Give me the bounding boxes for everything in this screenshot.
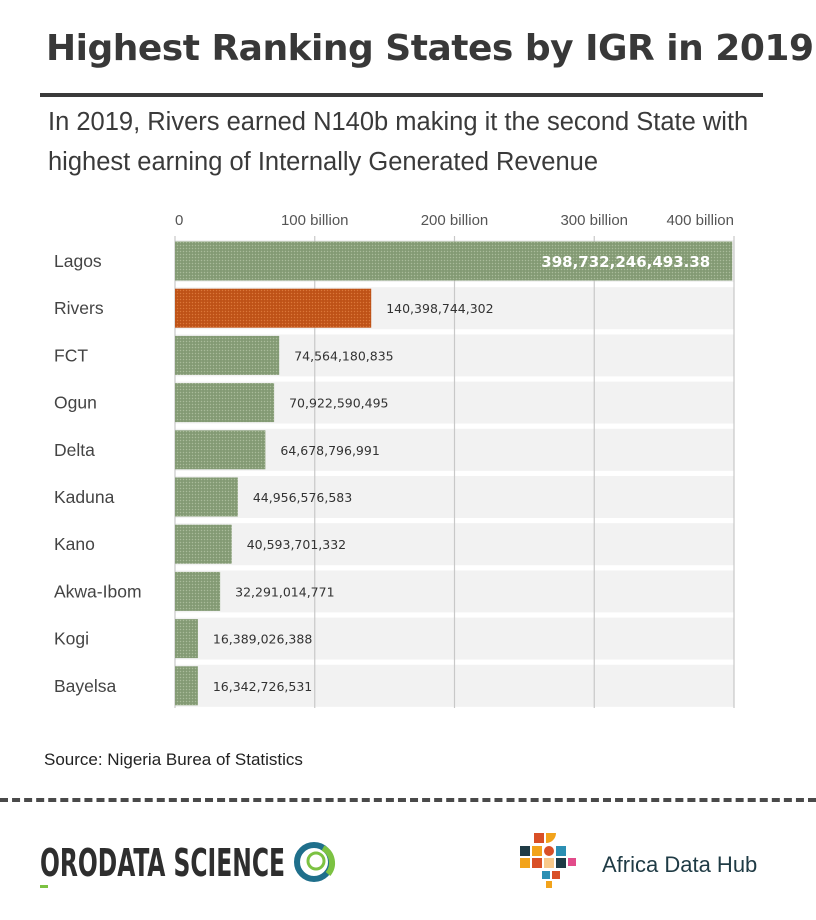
title-divider (40, 93, 763, 97)
x-axis-ticks: 0 100 billion 200 billion 300 billion 400 bi… (175, 212, 734, 229)
value-label: 16,342,726,531 (213, 679, 312, 694)
value-label: 40,593,701,332 (247, 537, 346, 552)
category-label: Kaduna (54, 487, 115, 507)
bars (175, 241, 733, 706)
category-label: Kogi (54, 629, 89, 649)
bar-fct (175, 335, 280, 375)
category-label: Ogun (54, 393, 97, 413)
page-subtitle: In 2019, Rivers earned N140b making it t… (48, 108, 749, 176)
footer-divider (0, 798, 816, 802)
value-label: 398,732,246,493.38 (541, 253, 710, 271)
bar-bayelsa (175, 666, 198, 706)
bar-delta (175, 430, 266, 470)
africa-data-hub-logo: Africa Data Hub (512, 830, 812, 890)
value-label: 32,291,014,771 (235, 584, 334, 599)
category-label: FCT (54, 345, 88, 365)
x-tick-label: 100 billion (281, 212, 349, 229)
category-labels: Lagos Rivers FCT Ogun Delta Kaduna Kano Akwa-Ib… (54, 251, 142, 696)
category-label: Delta (54, 440, 95, 460)
africa-data-hub-text: Africa Data Hub (602, 852, 758, 877)
orodata-logo-text: ORODATA SCIENCE (40, 841, 285, 885)
category-label: Akwa-Ibom (54, 581, 142, 601)
x-tick-label: 0 (175, 212, 183, 229)
value-label: 16,389,026,388 (213, 632, 312, 647)
category-label: Bayelsa (54, 676, 117, 696)
x-tick-label: 200 billion (421, 212, 489, 229)
value-labels: 398,732,246,493.38 140,398,744,302 74,564,… (213, 253, 710, 694)
category-label: Kano (54, 534, 95, 554)
x-tick-label: 400 billion (666, 212, 734, 229)
bar-akwa-ibom (175, 571, 221, 611)
value-label: 140,398,744,302 (386, 301, 493, 316)
value-label: 44,956,576,583 (253, 490, 352, 505)
bar-lagos (175, 241, 733, 281)
page-title: Highest Ranking States by IGR in 2019 (46, 28, 814, 69)
value-label: 64,678,796,991 (280, 443, 379, 458)
value-label: 70,922,590,495 (289, 396, 388, 411)
value-label: 74,564,180,835 (294, 348, 393, 363)
orodata-science-logo: ORODATA SCIENCE (40, 841, 335, 888)
africa-data-hub-mark-icon (520, 833, 576, 888)
bar-kaduna (175, 477, 238, 517)
bar-ogun (175, 383, 275, 423)
bar-rivers (175, 288, 372, 328)
category-label: Rivers (54, 298, 104, 318)
category-label: Lagos (54, 251, 102, 271)
source-note: Source: Nigeria Burea of Statistics (44, 750, 303, 769)
bar-chart: 0 100 billion 200 billion 300 billion 400 bi… (54, 212, 735, 708)
x-tick-label: 300 billion (560, 212, 628, 229)
bar-kano (175, 524, 232, 564)
bar-kogi (175, 619, 198, 659)
